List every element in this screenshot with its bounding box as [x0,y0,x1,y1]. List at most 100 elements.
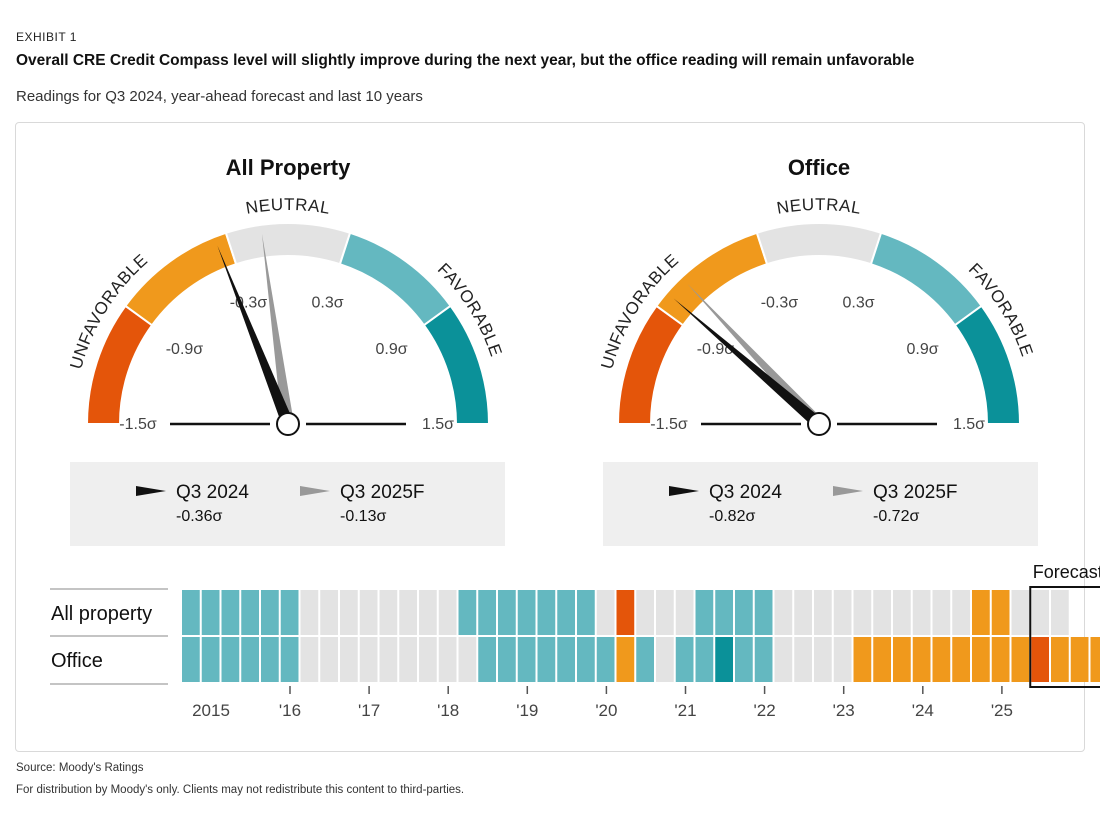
gauge-band-2 [755,222,883,266]
legend-needle-icon [300,486,330,496]
heatmap-cell [537,637,556,682]
source-note: Source: Moody's Ratings [16,762,144,774]
x-tick-label: '22 [754,701,776,720]
gauge-tick-label: -0.9σ [166,341,204,358]
heatmap-cell [182,590,200,635]
heatmap-cell [675,637,694,682]
heatmap-row-label: All property [51,603,152,625]
heatmap-cell [656,590,674,635]
heatmap-cell [873,637,891,682]
heatmap-cell [636,637,654,682]
heatmap-cell [577,590,595,635]
heatmap-cell [221,590,240,635]
heatmap: All property Office Forecast 2015 '16 '17 '18 '… [50,562,1100,720]
heatmap-cell [814,590,832,635]
gauge-zone-label-center: NEUTRAL [775,195,863,218]
gauge-tick-label: -1.5σ [119,416,157,433]
heatmap-cell [1051,637,1069,682]
gauge-band-3 [869,231,984,327]
heatmap-cell [596,637,615,682]
gauge-office: Office-1.5σ-0.9σ-0.3σ 0.3σ0.9σ1.5σUNFAVOR… [597,155,1038,546]
heatmap-cell [656,637,674,682]
heatmap-cell [912,590,931,635]
heatmap-cell [972,637,990,682]
heatmap-cell [833,637,852,682]
x-tick-label: '21 [674,701,696,720]
heatmap-cell [1011,637,1030,682]
forecast-box [1029,586,1100,688]
gauge-band-1 [123,231,238,327]
heatmap-cell [438,590,457,635]
heatmap-cell [675,590,694,635]
heatmap-cell [814,637,832,682]
heatmap-cell [1090,637,1100,682]
heatmap-cell [399,590,417,635]
gauge-tick-label: 0.9σ [375,341,407,358]
heatmap-cell [498,637,516,682]
gauge-tick-label: 0.9σ [906,341,938,358]
heatmap-cell [616,590,635,635]
heatmap-cell [537,590,556,635]
heatmap-cell [794,590,812,635]
heatmap-cell [557,590,575,635]
heatmap-cell [1070,637,1089,682]
heatmap-cell [399,637,417,682]
gauge-band-4 [953,304,1022,425]
heatmap-cell [715,637,733,682]
heatmap-cell [754,637,773,682]
x-tick-label: '24 [912,701,934,720]
heatmap-cell [932,637,951,682]
heatmap-cell [379,590,398,635]
legend-label: Q3 2025F [340,482,425,503]
heatmap-cell [932,590,951,635]
heatmap-cell [182,637,200,682]
heatmap-cell [300,590,319,635]
heatmap-cell [359,637,378,682]
heatmap-cell [1031,637,1049,682]
gauge-tick-label: -0.3σ [761,294,799,311]
legend-label: Q3 2024 [709,482,782,503]
heatmap-cell [498,590,516,635]
gauge-band-4 [422,304,491,425]
heatmap-cell [320,637,338,682]
heatmap-cell [320,590,338,635]
heatmap-cell [458,590,477,635]
gauge-hub [276,412,300,436]
gauge-band-3 [338,231,453,327]
heatmap-cell [991,637,1010,682]
heatmap-cell [300,637,319,682]
heatmap-cell [201,637,220,682]
x-tick-label: 2015 [192,701,230,720]
gauge-tick-label: 1.5σ [953,416,985,433]
x-tick-label: '23 [833,701,855,720]
heatmap-cell [715,590,733,635]
legend-needle-icon [669,486,699,496]
heatmap-cell [1051,590,1069,635]
legend-value: -0.82σ [709,508,755,525]
forecast-label: Forecast [1033,562,1100,582]
heatmap-cell [873,590,891,635]
heatmap-cell [774,637,793,682]
legend-label: Q3 2024 [176,482,249,503]
heatmap-cell [280,637,299,682]
heatmap-cell [853,590,872,635]
needle-current [673,298,823,429]
gauge-tick-label: 1.5σ [422,416,454,433]
x-tick-label: '25 [991,701,1013,720]
gauge-tick-label: -1.5σ [650,416,688,433]
heatmap-cell [853,637,872,682]
legend-value: -0.72σ [873,508,919,525]
gauge-title: All Property [226,155,351,180]
needle-forecast [261,233,294,425]
heatmap-cell [419,637,437,682]
gauge-zone-label-center: NEUTRAL [244,195,332,218]
gauge-title: Office [788,155,850,180]
chart-title: Overall CRE Credit Compass level will sl… [16,52,915,69]
heatmap-cell [893,590,911,635]
heatmap-cell [754,590,773,635]
legend-value: -0.36σ [176,508,222,525]
gauge-hub [807,412,831,436]
heatmap-cell [261,590,279,635]
heatmap-cell [774,590,793,635]
